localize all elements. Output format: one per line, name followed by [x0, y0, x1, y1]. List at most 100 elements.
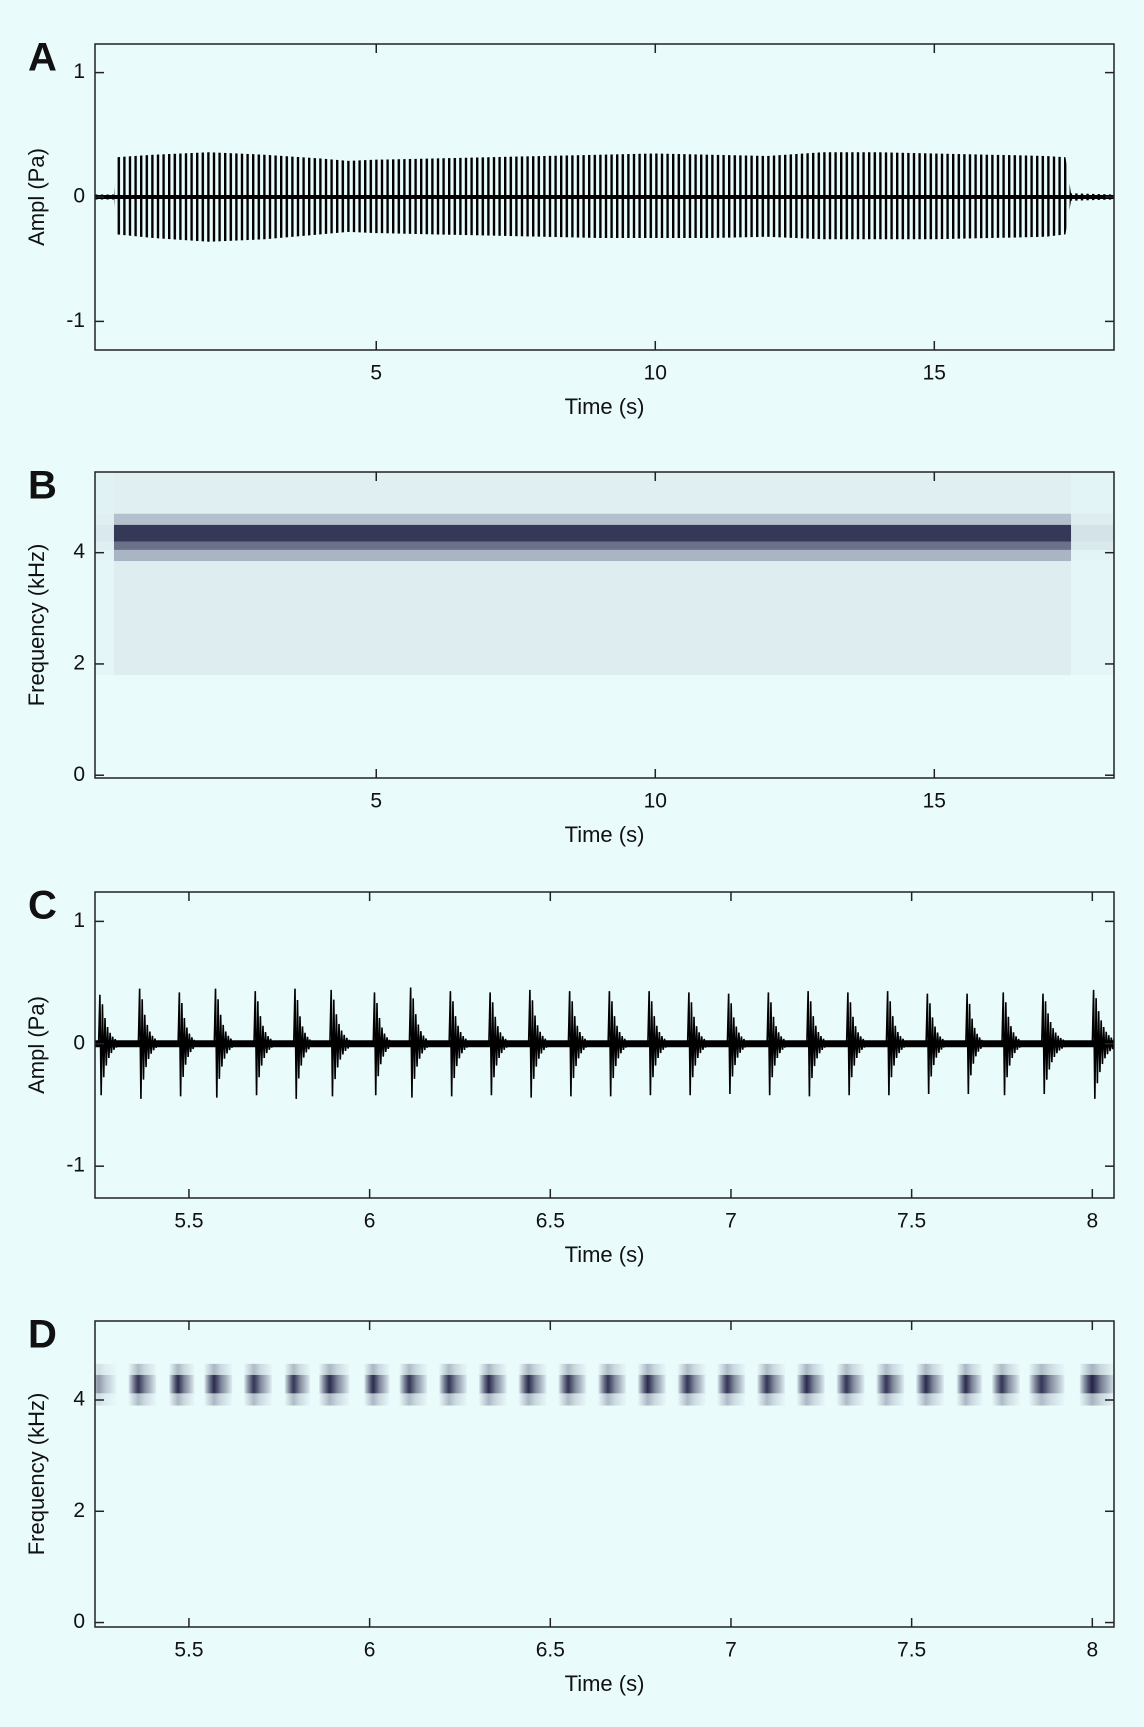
y-tick-label: 0: [73, 185, 85, 208]
x-tick-label: 10: [644, 790, 667, 813]
pulse: [766, 992, 786, 1096]
x-axis-title: Time (s): [565, 1242, 645, 1267]
pulse-core: [439, 1374, 468, 1394]
x-tick-label: 7.5: [897, 1210, 926, 1233]
x-axis-title: Time (s): [565, 1671, 645, 1696]
y-axis-title: Frequency (kHz): [24, 1393, 49, 1556]
y-tick-label: 4: [73, 540, 85, 563]
y-tick-label: 0: [73, 763, 85, 786]
panel: 5 10 15 0 2 4 Time (s) Frequency (kHz) B: [24, 464, 1115, 847]
pulse-core: [717, 1374, 746, 1394]
pulse-core: [128, 1374, 157, 1394]
spectrogram-cell: [95, 550, 114, 561]
pulse-core: [319, 1374, 350, 1394]
pulse-core: [992, 1374, 1020, 1394]
panel-label: B: [28, 464, 57, 508]
spectrogram-cell: [113, 549, 1072, 562]
y-tick-label: 0: [73, 1031, 85, 1054]
y-axis-title: Ampl (Pa): [24, 996, 49, 1094]
pulse-core: [956, 1374, 983, 1394]
y-tick-label: -1: [66, 309, 85, 332]
spectrogram-cell: [1071, 550, 1114, 561]
x-tick-label: 5.5: [174, 1210, 203, 1233]
spectrogram-cell: [113, 541, 1072, 550]
panel: 5.5 6 6.5 7 7.5 8 0 2 4 Time (s) Frequency (kHz) D: [24, 1313, 1115, 1696]
y-tick-label: 0: [73, 1610, 85, 1633]
spectrogram-cell: [113, 524, 1072, 542]
pulse: [408, 987, 429, 1098]
pulse-core: [757, 1374, 785, 1394]
x-tick-label: 5.5: [174, 1639, 203, 1662]
plot-content: [95, 152, 1114, 242]
pulse-core: [1079, 1374, 1114, 1394]
x-tick-label: 5: [370, 790, 382, 813]
x-axis-title: Time (s): [565, 822, 645, 847]
plot-content: [95, 987, 1114, 1099]
pulse-core: [876, 1374, 905, 1394]
pulse: [647, 991, 667, 1096]
x-tick-label: 7.5: [897, 1639, 926, 1662]
pulse: [965, 993, 983, 1094]
pulse: [177, 992, 196, 1097]
spectrogram-cell: [1071, 513, 1114, 525]
pulse-core: [284, 1374, 311, 1394]
pulse-core: [364, 1374, 390, 1394]
pulse-core: [169, 1374, 195, 1394]
x-tick-label: 15: [923, 362, 946, 385]
pulse: [845, 992, 866, 1096]
pulse: [806, 991, 826, 1097]
pulse: [97, 994, 118, 1096]
pulse-core: [204, 1374, 233, 1394]
spectrogram-cell: [1071, 561, 1114, 675]
pulse-core: [95, 1374, 117, 1394]
pulse-core: [637, 1374, 666, 1394]
pulse: [607, 991, 627, 1097]
pulse: [372, 992, 391, 1096]
pulse: [1091, 989, 1114, 1099]
pulse: [686, 992, 707, 1096]
x-tick-label: 15: [923, 790, 946, 813]
pulse: [213, 988, 233, 1098]
pulse-core: [836, 1374, 865, 1394]
x-tick-label: 8: [1086, 1639, 1098, 1662]
waveform-envelope: [95, 197, 1114, 242]
x-tick-label: 7: [725, 1639, 737, 1662]
y-tick-label: -1: [66, 1154, 85, 1177]
pulse-core: [796, 1374, 825, 1394]
x-tick-label: 6: [364, 1210, 376, 1233]
spectrogram-cell: [113, 561, 1072, 676]
spectrogram-cell: [95, 472, 114, 514]
pulse: [1001, 992, 1021, 1096]
y-axis-title: Frequency (kHz): [24, 544, 49, 707]
x-tick-label: 7: [725, 1210, 737, 1233]
pulse: [448, 991, 468, 1097]
plot-content: [95, 472, 1114, 778]
panel-label: A: [28, 36, 57, 80]
pulse: [329, 989, 351, 1097]
spectrogram-cell: [113, 513, 1072, 525]
spectrogram-cell: [95, 561, 114, 675]
spectrogram-cell: [95, 524, 114, 542]
y-axis-title: Ampl (Pa): [24, 148, 49, 246]
spectrogram-cell: [1071, 524, 1114, 542]
pulse-core: [916, 1374, 944, 1394]
panel-label: C: [28, 884, 57, 928]
pulse-core: [598, 1374, 627, 1394]
spectrogram-cell: [1071, 472, 1114, 514]
pulse-core: [478, 1374, 507, 1394]
spectrogram-cell: [95, 541, 114, 550]
pulse: [253, 991, 273, 1096]
waveform-envelope: [95, 152, 1114, 197]
pulse: [885, 991, 906, 1096]
plot-frame: [94, 1320, 1115, 1628]
x-tick-label: 5: [370, 362, 382, 385]
pulse-core: [244, 1374, 272, 1394]
spectrogram-cell: [114, 675, 1071, 778]
x-tick-label: 6.5: [536, 1639, 565, 1662]
pulse: [137, 988, 158, 1099]
x-tick-label: 8: [1086, 1210, 1098, 1233]
pulse-core: [1029, 1374, 1065, 1394]
pulse: [567, 991, 588, 1097]
